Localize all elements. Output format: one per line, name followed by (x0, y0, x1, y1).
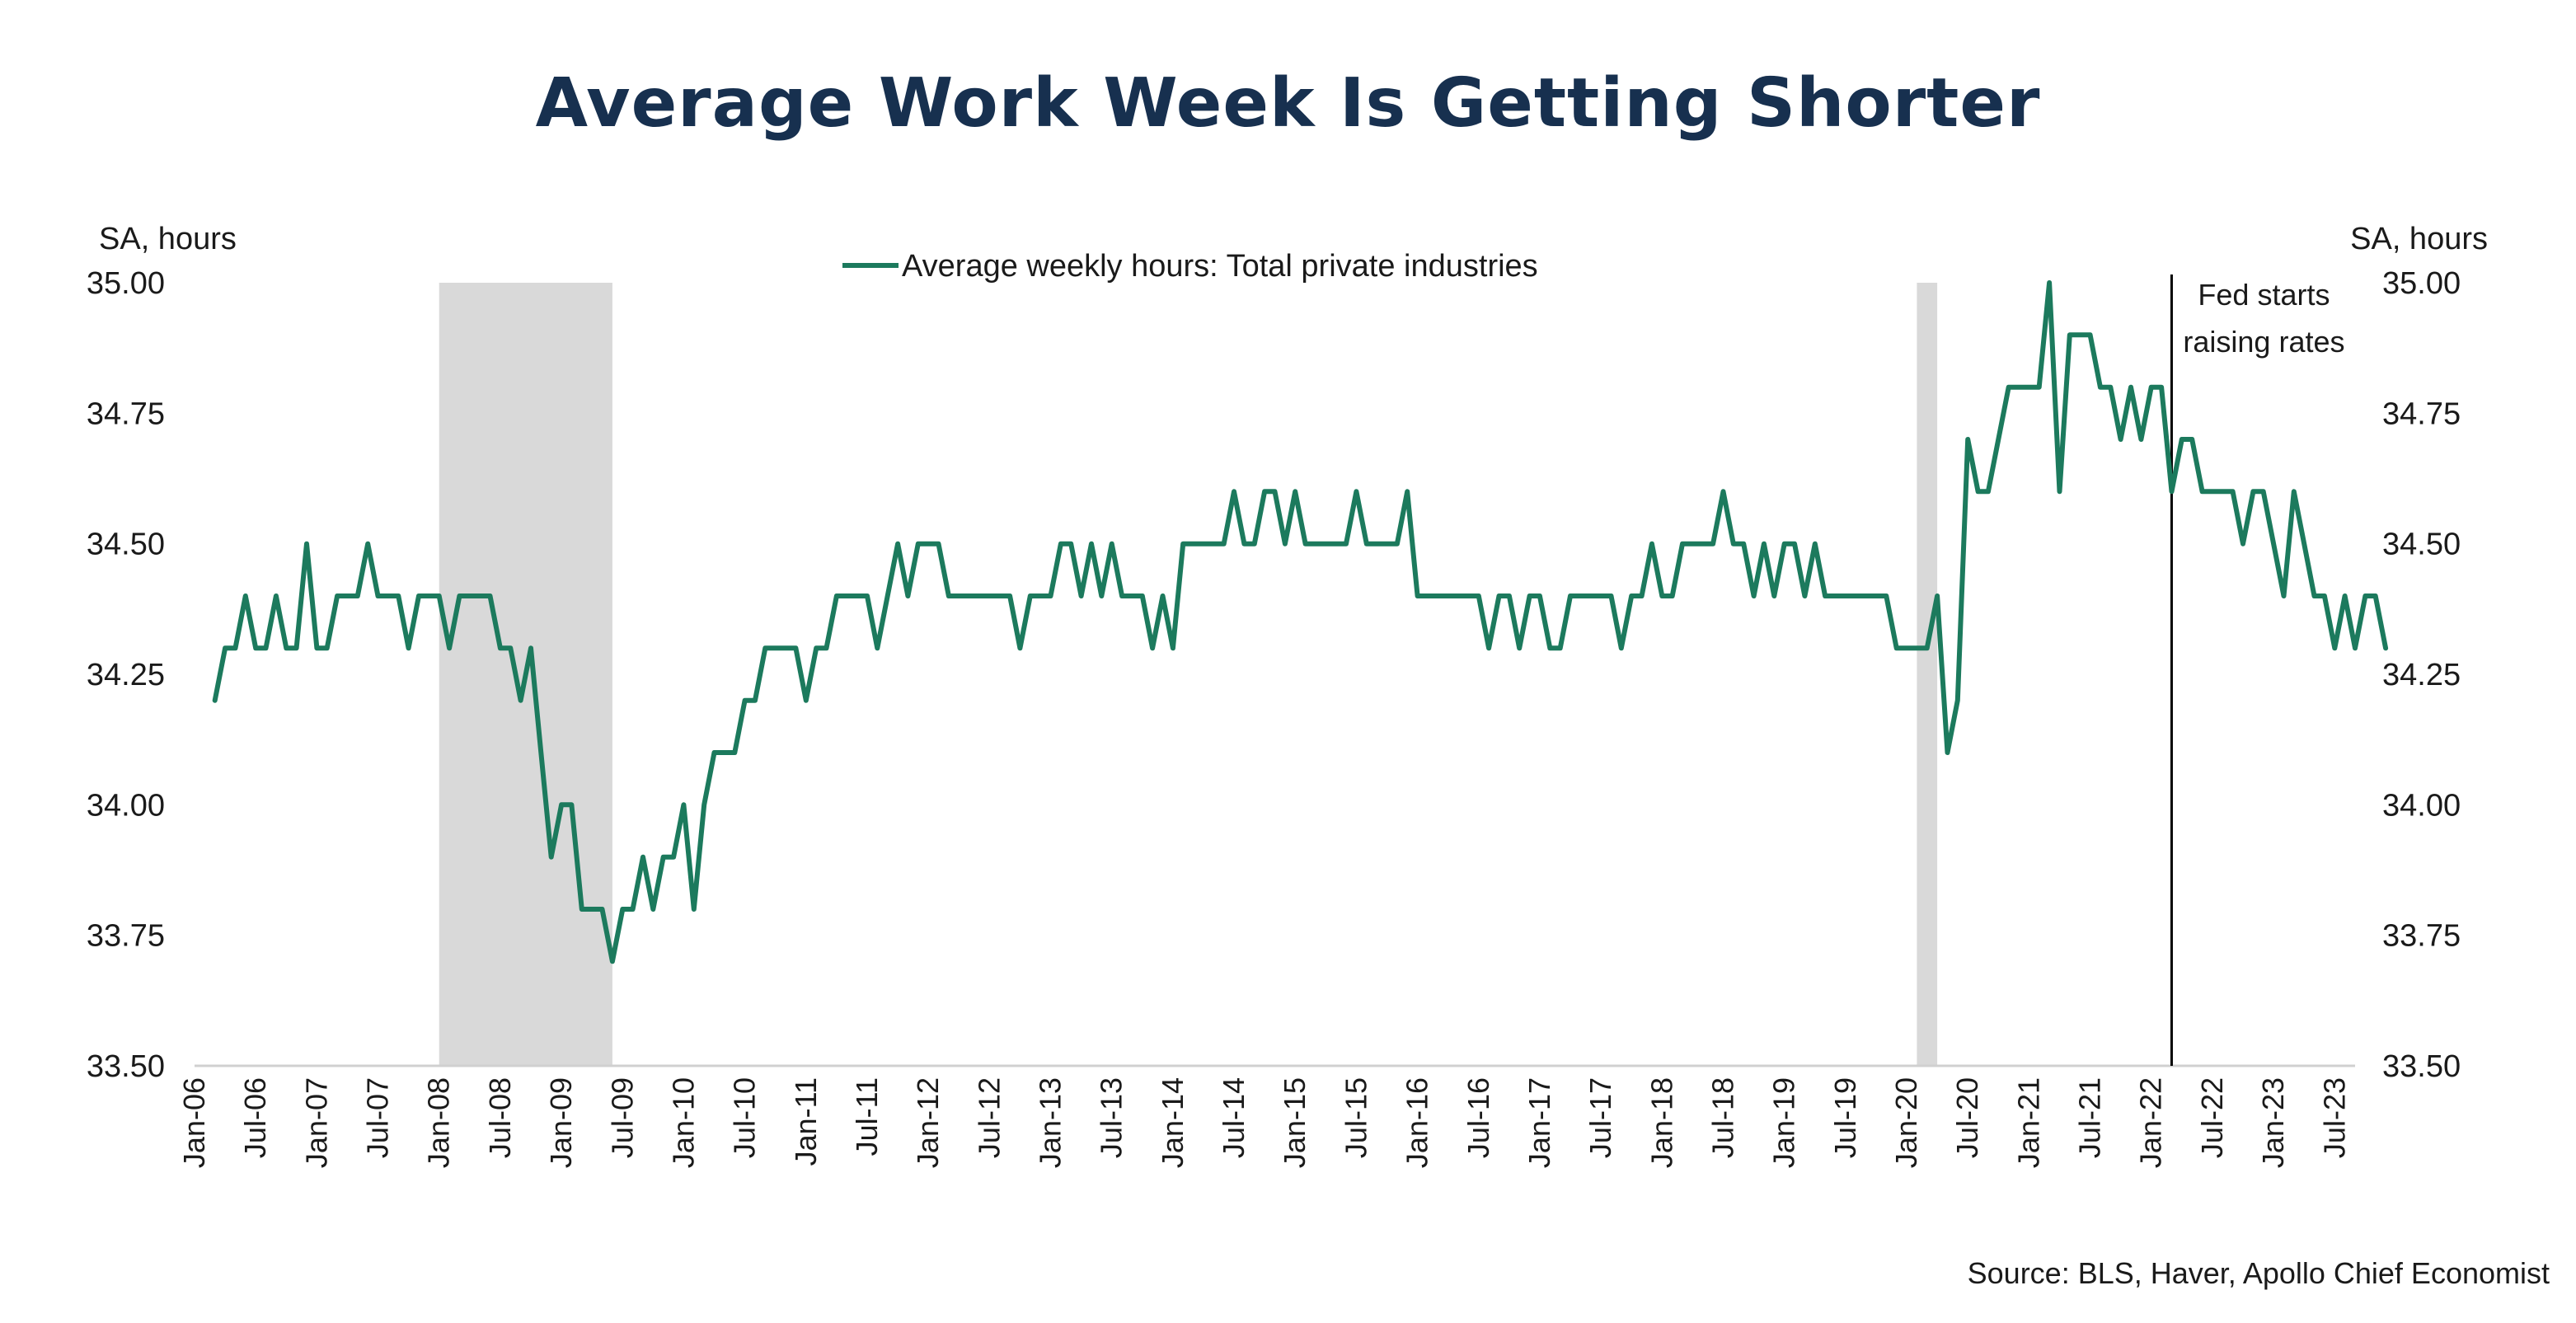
x-tick-label: Jul-16 (1462, 1077, 1495, 1158)
annotations: Fed starts raising rates (2170, 274, 2345, 1066)
x-tick-label: Jul-13 (1095, 1077, 1128, 1158)
legend-label: Average weekly hours: Total private indu… (902, 249, 1538, 284)
x-tick-label: Jul-17 (1584, 1077, 1617, 1158)
legend: Average weekly hours: Total private indu… (842, 249, 1538, 284)
series-line-avg-weekly-hours (212, 280, 2389, 964)
x-tick-label: Jan-17 (1523, 1077, 1556, 1168)
x-tick-label: Jul-18 (1706, 1077, 1740, 1158)
x-tick-label: Jul-21 (2073, 1077, 2107, 1158)
x-tick-label: Jan-19 (1767, 1077, 1801, 1168)
left-axis-label: SA, hours (99, 222, 237, 256)
fed-annotation-line1: Fed starts (2198, 278, 2330, 312)
source-note: Source: BLS, Haver, Apollo Chief Economi… (1967, 1256, 2550, 1290)
x-tick-label: Jul-07 (361, 1077, 395, 1158)
x-tick-label: Jan-06 (177, 1077, 211, 1168)
right-axis-label: SA, hours (2350, 222, 2488, 256)
y-tick-right: 33.75 (2382, 919, 2461, 954)
x-tick-label: Jan-23 (2256, 1077, 2290, 1168)
right-y-axis: 33.50 33.75 34.00 34.25 34.50 34.75 35.00 (2382, 266, 2461, 1084)
x-tick-label: Jan-08 (422, 1077, 456, 1168)
recession-shading (439, 283, 1938, 1066)
x-tick-label: Jan-18 (1645, 1077, 1678, 1168)
y-tick-left: 33.50 (87, 1049, 165, 1084)
y-tick-left: 34.25 (87, 658, 165, 692)
y-tick-right: 34.00 (2382, 788, 2461, 823)
x-tick-label: Jul-19 (1828, 1077, 1862, 1158)
x-tick-label: Jul-23 (2317, 1077, 2351, 1158)
recession-band-2 (1917, 283, 1938, 1066)
x-tick-label: Jan-12 (911, 1077, 945, 1168)
x-tick-label: Jan-10 (666, 1077, 700, 1168)
x-tick-label: Jul-12 (972, 1077, 1006, 1158)
x-tick-label: Jan-15 (1278, 1077, 1311, 1168)
x-tick-label: Jan-21 (2011, 1077, 2045, 1168)
x-tick-label: Jul-22 (2195, 1077, 2229, 1158)
y-tick-left: 34.75 (87, 396, 165, 431)
x-tick-label: Jul-15 (1339, 1077, 1372, 1158)
fed-annotation-line2: raising rates (2183, 325, 2344, 359)
x-tick-label: Jul-06 (238, 1077, 272, 1158)
y-tick-left: 35.00 (87, 266, 165, 301)
y-tick-right: 33.50 (2382, 1049, 2461, 1084)
x-tick-label: Jul-14 (1217, 1077, 1250, 1158)
y-tick-left: 34.50 (87, 528, 165, 562)
x-tick-label: Jul-11 (850, 1077, 884, 1156)
y-tick-left: 34.00 (87, 788, 165, 823)
x-axis: Jan-06 Jul-06 Jan-07 Jul-07 Jan-08 Jul-08 Jan-… (177, 1077, 2351, 1168)
x-tick-label: Jul-09 (605, 1077, 639, 1158)
y-tick-left: 33.75 (87, 919, 165, 954)
x-tick-label: Jul-20 (1950, 1077, 1984, 1158)
x-tick-label: Jul-08 (483, 1077, 517, 1158)
left-y-axis: 33.50 33.75 34.00 34.25 34.50 34.75 35.00 (87, 266, 165, 1084)
x-tick-label: Jan-16 (1401, 1077, 1434, 1168)
x-tick-label: Jan-20 (1889, 1077, 1923, 1168)
x-tick-label: Jan-22 (2134, 1077, 2168, 1168)
y-tick-right: 34.50 (2382, 528, 2461, 562)
x-tick-label: Jan-14 (1156, 1077, 1189, 1168)
x-tick-label: Jul-10 (728, 1077, 762, 1158)
y-tick-right: 35.00 (2382, 266, 2461, 301)
x-tick-label: Jan-09 (544, 1077, 578, 1168)
x-tick-label: Jan-13 (1034, 1077, 1067, 1168)
x-tick-label: Jan-07 (299, 1077, 333, 1168)
y-tick-right: 34.25 (2382, 658, 2461, 692)
x-tick-label: Jan-11 (789, 1077, 823, 1166)
y-tick-right: 34.75 (2382, 396, 2461, 431)
chart-title: Average Work Week Is Getting Shorter (535, 64, 2041, 143)
